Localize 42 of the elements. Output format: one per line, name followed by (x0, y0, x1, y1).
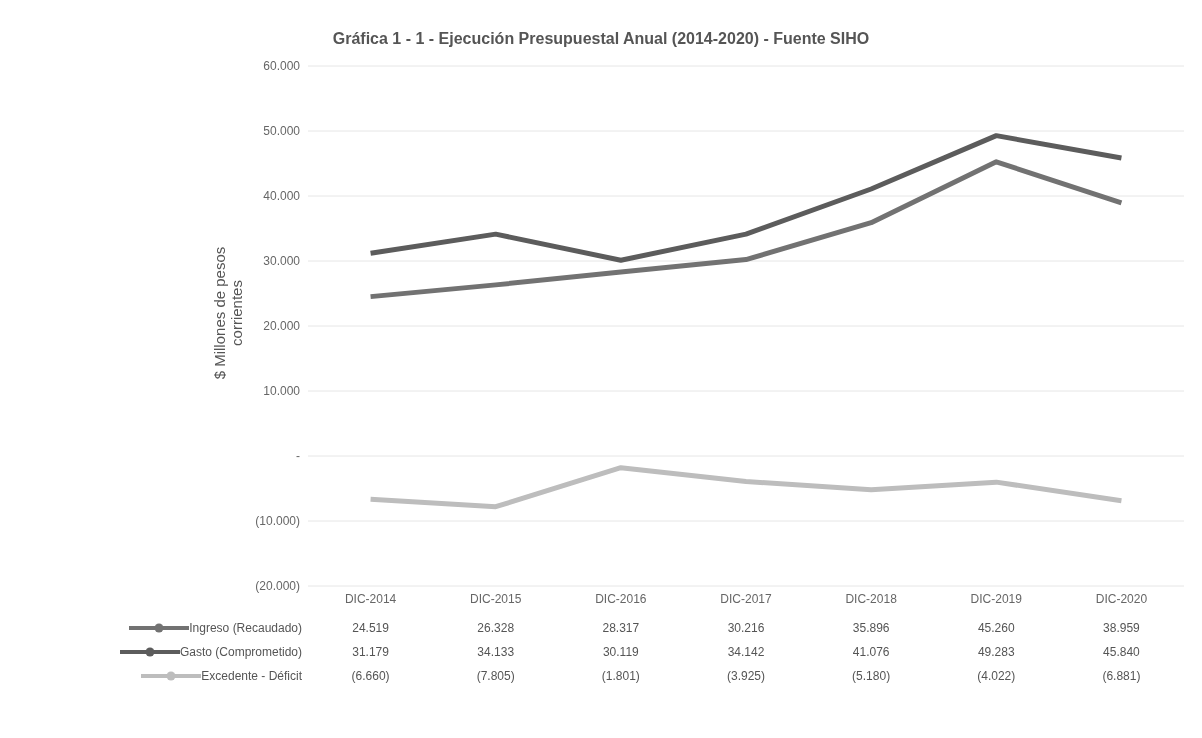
x-tick-label: DIC-2015 (470, 591, 522, 606)
data-label: 30.119 (601, 645, 640, 659)
data-label: 41.076 (851, 645, 891, 659)
y-tick-label: (20.000) (255, 579, 300, 594)
data-label: 31.179 (351, 645, 390, 659)
y-tick-label: 40.000 (263, 189, 301, 204)
data-label: (6.660) (350, 669, 391, 683)
data-label: 38.959 (1102, 621, 1141, 635)
data-label: 30.216 (726, 621, 766, 635)
chart-title: Gráfica 1 - 1 - Ejecución Presupuestal Anual (2014-2020) - Fuente SIHO (331, 29, 871, 49)
data-label: (4.022) (976, 669, 1017, 683)
data-label: (7.805) (475, 669, 516, 683)
data-label: 45.840 (1102, 645, 1141, 659)
y-tick-label: 10.000 (263, 384, 301, 399)
x-tick-label: DIC-2019 (970, 591, 1023, 606)
x-tick-label: DIC-2020 (1095, 591, 1148, 606)
y-tick-label: - (296, 449, 300, 464)
legend-label: Gasto (Comprometido) (179, 645, 302, 659)
x-tick-label: DIC-2014 (344, 591, 397, 606)
data-label: (5.180) (851, 669, 892, 683)
data-label: 49.283 (976, 645, 1016, 659)
x-tick-label: DIC-2017 (720, 591, 772, 606)
data-label: 28.317 (601, 621, 641, 635)
x-tick-label: DIC-2018 (845, 591, 898, 606)
data-label: 34.133 (476, 645, 516, 659)
y-axis-title: $ Millones de pesos corrientes (211, 245, 245, 382)
data-label: 34.142 (726, 645, 766, 659)
data-label: (1.801) (600, 669, 641, 683)
data-label: (3.925) (725, 669, 766, 683)
legend-label: Excedente - Déficit (201, 669, 302, 683)
y-tick-label: 30.000 (263, 254, 301, 269)
data-label: 24.519 (351, 621, 390, 635)
y-tick-label: (10.000) (255, 514, 300, 529)
data-label: 45.260 (976, 621, 1016, 635)
x-tick-label: DIC-2016 (595, 591, 647, 606)
data-label: 26.328 (476, 621, 516, 635)
legend-label: Ingreso (Recaudado) (189, 621, 302, 635)
data-label: 35.896 (851, 621, 891, 635)
y-tick-label: 60.000 (263, 59, 301, 74)
data-label: (6.881) (1101, 669, 1142, 683)
y-tick-label: 50.000 (263, 124, 301, 139)
y-tick-label: 20.000 (263, 319, 301, 334)
